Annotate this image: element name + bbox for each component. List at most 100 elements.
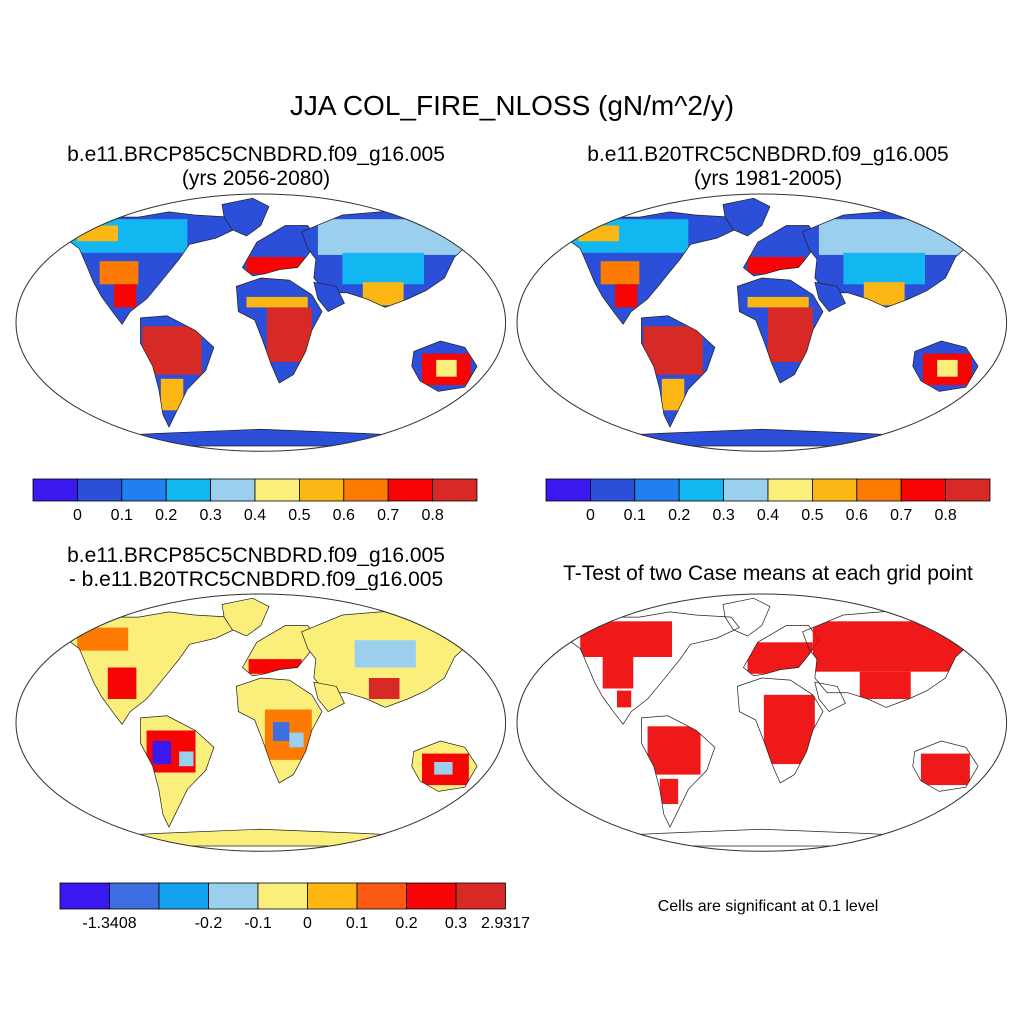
- map-border: [15, 593, 507, 852]
- land-antarctica: [40, 828, 484, 847]
- coastline-greenland: [722, 597, 771, 637]
- cell-patch: [77, 627, 129, 651]
- cell-patch: [289, 732, 304, 748]
- colorbar-bottom_left: -1.3408 -0.2 -0.1 0 0.1 0.2 0.3 2.9317: [59, 882, 530, 932]
- land-australia: [912, 340, 979, 392]
- coastline-north-america: [557, 611, 740, 725]
- land-europe: [742, 625, 820, 677]
- coastline-south-america: [140, 715, 215, 828]
- cell-patch: [107, 667, 137, 699]
- coastline-arabia: [814, 681, 846, 713]
- land-fill-greenland: [723, 198, 770, 236]
- land-fill-antarctica: [541, 829, 984, 846]
- colorbar-box: [856, 478, 902, 502]
- colorbar-box: [210, 478, 256, 502]
- panel-title-top-right: b.e11.B20TRC5CNBDRD.f09_g16.005 (yrs 198…: [512, 143, 1024, 191]
- colorbar-tick-label: 0.2: [668, 507, 690, 524]
- land-fill-arabia: [814, 282, 846, 312]
- cell-patch: [920, 753, 970, 786]
- coastline-south-america: [140, 315, 215, 428]
- colorbar-box: [307, 882, 358, 910]
- cell-patch: [142, 326, 202, 375]
- colorbar-box: [455, 882, 506, 910]
- colorbar-box: [109, 882, 160, 910]
- main-title: JJA COL_FIRE_NLOSS (gN/m^2/y): [289, 90, 735, 121]
- land-africa: [235, 277, 323, 384]
- colorbar-box: [723, 478, 769, 502]
- coastline-australia: [912, 740, 979, 792]
- colorbar-tick-label: -0.1: [244, 915, 272, 932]
- land-africa: [235, 677, 323, 784]
- colorbar-box: [678, 478, 725, 502]
- colorbar-tick-label: 2.9317: [481, 915, 530, 932]
- colorbar-tick-label: 0.4: [757, 507, 779, 524]
- colorbar-tick-label: 0.6: [333, 507, 355, 524]
- colorbar-tick-label: 0.5: [801, 507, 823, 524]
- coastline-north-america: [56, 611, 239, 725]
- colorbar-box: [77, 478, 123, 502]
- colorbar-box: [298, 478, 345, 502]
- colorbar-tick-label: 0.8: [421, 507, 443, 524]
- cell-patch: [647, 726, 701, 775]
- colorbar-tick-label: 0.6: [846, 507, 868, 524]
- land-fill-arabia: [313, 282, 345, 312]
- cell-patch: [248, 659, 302, 674]
- colorbar-top_right: 0 0.1 0.2 0.3 0.4 0.5 0.6 0.7 0.8: [545, 478, 991, 524]
- cell-patch: [246, 257, 304, 274]
- colorbar-box: [343, 478, 389, 502]
- cell-patch: [843, 252, 925, 285]
- colorbar-box: [900, 478, 947, 502]
- coastline-north-america: [557, 211, 740, 325]
- cell-patch: [362, 282, 404, 306]
- cell-patch: [354, 640, 416, 668]
- land-antarctica: [541, 428, 985, 447]
- land-fill-greenland: [222, 198, 269, 236]
- cell-patch: [434, 762, 453, 775]
- cell-patch: [578, 225, 619, 242]
- land-fill-greenland: [222, 598, 269, 636]
- coastline-greenland: [221, 197, 270, 237]
- cell-patch: [266, 307, 312, 362]
- cell-patch: [342, 252, 424, 285]
- colorbar-box: [590, 478, 636, 502]
- colorbar-box: [254, 478, 300, 502]
- cell-patch: [600, 261, 640, 285]
- land-antarctica: [40, 428, 484, 447]
- cell-patch: [99, 261, 139, 285]
- land-australia: [411, 340, 478, 392]
- land-north-america: [557, 611, 740, 725]
- colorbar-tick-label: 0.5: [288, 507, 310, 524]
- land-greenland: [722, 597, 771, 637]
- colorbar-tick-label: -1.3408: [82, 915, 136, 932]
- significance-note: Cells are significant at 0.1 level: [657, 898, 879, 915]
- coastline-arabia: [814, 281, 846, 313]
- land-fill-antarctica: [40, 429, 484, 446]
- cell-patch: [812, 621, 987, 672]
- colorbar-box: [165, 478, 211, 502]
- cell-patch: [661, 378, 685, 411]
- land-greenland: [221, 597, 270, 637]
- land-fill-antarctica: [40, 829, 484, 846]
- colorbar-tick-label: 0.3: [712, 507, 734, 524]
- coastline-arabia: [313, 281, 345, 313]
- colorbar-tick-label: 0.1: [111, 507, 133, 524]
- coastline-greenland: [722, 197, 771, 237]
- cell-patch: [152, 741, 172, 765]
- coastline-south-america: [641, 715, 716, 828]
- cell-patch: [859, 671, 911, 699]
- map-bottom_right: [516, 593, 1008, 852]
- colorbar-tick-label: 0: [303, 915, 312, 932]
- land-north-america: [56, 211, 239, 325]
- cell-patch: [763, 694, 815, 765]
- map-border: [516, 193, 1008, 452]
- colorbar-box: [158, 882, 209, 910]
- coastline-europe: [241, 625, 319, 677]
- cell-patch: [747, 642, 813, 674]
- panel-title-line2: - b.e11.B20TRC5CNBDRD.f09_g16.005: [68, 568, 444, 591]
- coastline-africa: [235, 277, 323, 384]
- cell-patch: [937, 359, 958, 377]
- coastline-greenland: [221, 597, 270, 637]
- colorbar-tick-label: 0.2: [395, 915, 417, 932]
- land-fill-arabia: [815, 682, 846, 711]
